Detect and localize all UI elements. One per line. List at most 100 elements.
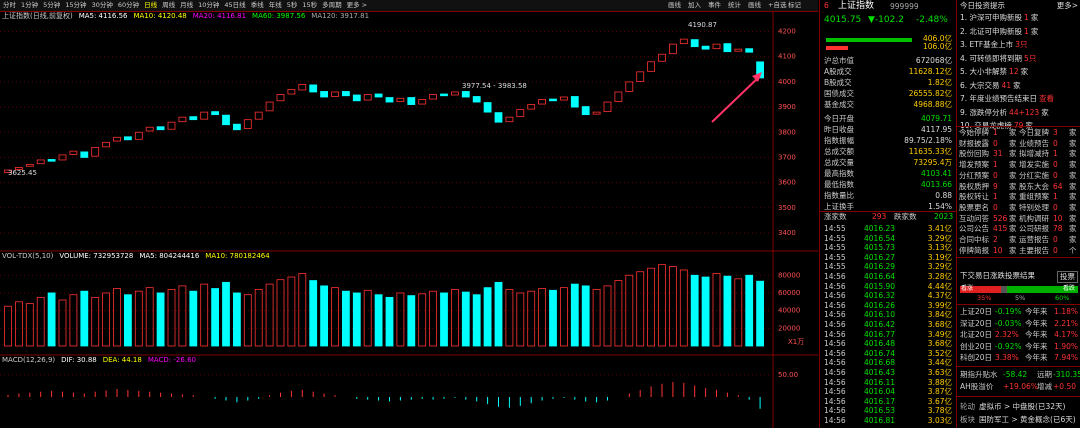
event-label[interactable]: 股权转让 — [959, 192, 989, 202]
event-label[interactable]: 重组预案 — [1019, 192, 1049, 202]
divider — [957, 126, 1080, 127]
tip-item[interactable]: 9. 涨跌停分析 44+123 家 — [960, 108, 1051, 118]
event-label[interactable]: 股权质押 — [959, 181, 989, 191]
tool-button[interactable]: +自选 — [768, 1, 787, 9]
period-tab[interactable]: 45日线 — [224, 1, 246, 9]
vote-up: 看涨 — [961, 285, 974, 292]
tool-button[interactable]: 画线 — [668, 1, 681, 9]
event-label[interactable]: 业绩预告 — [1019, 138, 1049, 148]
tip-item[interactable]: 6. 大宗交易 41 家 — [960, 81, 1023, 91]
tip-text: 7. 年度业绩预告结束日 — [960, 94, 1038, 103]
candle — [505, 116, 514, 123]
event-label[interactable]: 公司公告 — [959, 224, 989, 234]
period-tab[interactable]: 年线 — [268, 1, 282, 9]
tips-more[interactable]: 更多> — [1056, 1, 1078, 10]
event-label[interactable]: 停牌简报 — [959, 245, 989, 255]
volume-bar — [298, 273, 307, 347]
event-label[interactable]: 股东大会 — [1019, 181, 1049, 191]
event-label[interactable]: 财报披露 — [959, 138, 989, 148]
index-label: 创业20日 — [960, 341, 993, 351]
tip-text: 家 — [1041, 107, 1049, 117]
tick-amount: 3.13亿 — [927, 243, 952, 253]
tick-time: 14:55 — [824, 224, 846, 233]
event-label[interactable]: 今始停牌 — [959, 128, 989, 137]
event-label[interactable]: 增发预案 — [959, 160, 989, 170]
period-tab[interactable]: 多周期 — [322, 1, 342, 9]
event-label[interactable]: 分红预案 — [959, 170, 989, 180]
divider — [957, 366, 1080, 367]
volume-bar — [450, 289, 459, 347]
index-ytd: 7.94% — [1054, 353, 1078, 362]
tip-item[interactable]: 5. 大小非解禁 12 家 — [960, 67, 1030, 77]
volume-bar — [690, 274, 699, 347]
event-unit: 家 — [1069, 149, 1077, 159]
tool-button[interactable]: 事件 — [708, 1, 721, 9]
volume-bar — [734, 278, 743, 347]
candle — [320, 91, 329, 98]
tick-amount: 3.99亿 — [927, 300, 952, 310]
tool-button[interactable]: 标记 — [788, 1, 801, 9]
tool-button[interactable]: 统计 — [728, 1, 741, 9]
tip-item[interactable]: 10. 交易龙虎榜79家 — [960, 121, 1035, 131]
candle — [113, 136, 121, 142]
period-tab[interactable]: 15分钟 — [65, 1, 87, 9]
event-count: 0 — [1053, 170, 1058, 180]
candle — [603, 101, 612, 113]
tool-button[interactable]: 画线 — [748, 1, 761, 9]
tip-item[interactable]: 1. 沪深可申购新股 1 家 — [960, 13, 1040, 23]
event-unit: 个 — [1069, 245, 1077, 255]
event-label[interactable]: 运营报告 — [1019, 235, 1049, 244]
event-label[interactable]: 分红实施 — [1019, 170, 1049, 180]
rotation-text[interactable]: 虚拟币 > 中盘股(已32天) — [979, 402, 1066, 411]
period-tab[interactable]: 分时 — [3, 1, 16, 9]
event-label[interactable]: 主要报告 — [1019, 245, 1049, 255]
event-count: 0 — [1053, 235, 1058, 244]
stat-value: 1.82亿 — [927, 78, 952, 87]
period-tab[interactable]: 季线 — [250, 1, 264, 9]
tip-item[interactable]: 3. ETF基金上市 3只 — [960, 40, 1029, 50]
period-tab[interactable]: 更多 > — [346, 1, 368, 9]
rotation-text[interactable]: 国防军工 > 黄金概念(已6天) — [979, 415, 1076, 424]
period-tab[interactable]: 1分钟 — [21, 1, 39, 9]
breadth-text: 293 — [872, 212, 887, 221]
tip-item[interactable]: 4. 可转债即将到期 5只 — [960, 54, 1038, 64]
period-tab[interactable]: 5分钟 — [43, 1, 61, 9]
tip-text: 家 — [1030, 26, 1039, 36]
period-tab[interactable]: 日线 — [144, 1, 158, 9]
tip-text: 家 — [1025, 121, 1033, 130]
tip-item[interactable]: 2. 北证可申购新股 1 家 — [960, 27, 1040, 37]
period-tab[interactable]: 15秒 — [302, 1, 318, 9]
volume-bar — [658, 264, 666, 347]
event-unit: 家 — [1009, 213, 1017, 223]
tip-item[interactable]: 7. 年度业绩预告结束日 查看 — [960, 94, 1056, 104]
event-label[interactable]: 今日复牌 — [1019, 128, 1049, 137]
rotation-label: 轮动 — [960, 402, 975, 411]
candle — [538, 99, 546, 105]
period-tab[interactable]: 30分钟 — [91, 1, 113, 9]
tick-time: 14:56 — [824, 387, 846, 397]
event-label[interactable]: 互动问答 — [959, 213, 989, 223]
period-tab[interactable]: 10分钟 — [198, 1, 220, 9]
event-count: 526 — [993, 213, 1008, 223]
event-label[interactable]: 拟增减持 — [1019, 149, 1049, 159]
tick-amount: 3.41亿 — [927, 224, 952, 233]
period-tab[interactable]: 5秒 — [286, 1, 298, 9]
vote-button[interactable]: 投票 — [1057, 271, 1078, 283]
period-tab[interactable]: 周线 — [162, 1, 176, 9]
breadth-text: 2023 — [934, 212, 954, 221]
tool-button[interactable]: 加入 — [688, 1, 701, 9]
event-label[interactable]: 机构调研 — [1019, 213, 1049, 223]
event-label[interactable]: 合同中标 — [959, 235, 989, 244]
candle — [200, 111, 209, 120]
event-count: 10 — [993, 245, 1003, 255]
period-tab[interactable]: 60分钟 — [117, 1, 140, 9]
event-label[interactable]: 特别处理 — [1019, 202, 1049, 212]
period-tab[interactable]: 月线 — [180, 1, 194, 9]
event-label[interactable]: 公司研报 — [1019, 224, 1049, 234]
tick-price: 4016.04 — [864, 387, 896, 397]
stat-label: 指数振幅 — [824, 136, 854, 145]
event-label[interactable]: 增发实施 — [1019, 160, 1049, 170]
index-ytd: 4.17% — [1054, 330, 1078, 339]
event-label[interactable]: 股份回购 — [959, 149, 989, 159]
event-label[interactable]: 股票更名 — [959, 202, 989, 212]
